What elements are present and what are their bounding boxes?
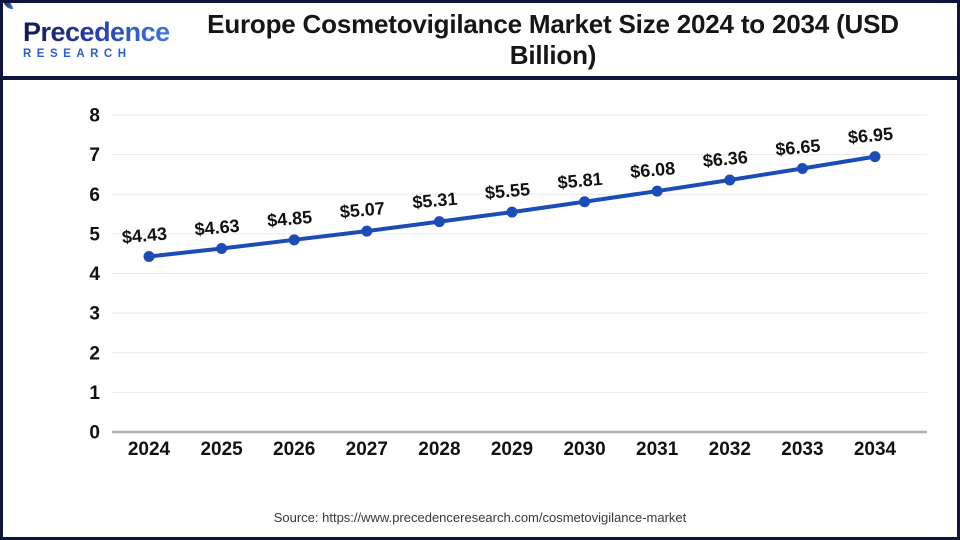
svg-text:0: 0: [89, 423, 100, 444]
logo-subtext: RESEARCH: [23, 47, 132, 60]
svg-text:$6.36: $6.36: [702, 147, 749, 171]
svg-text:2031: 2031: [636, 439, 679, 460]
svg-text:$4.63: $4.63: [194, 216, 241, 240]
svg-text:2028: 2028: [418, 439, 460, 460]
svg-text:$6.95: $6.95: [847, 124, 894, 148]
svg-text:2027: 2027: [346, 439, 388, 460]
svg-text:$5.81: $5.81: [557, 169, 604, 193]
svg-text:$4.85: $4.85: [266, 207, 313, 231]
svg-text:$5.31: $5.31: [412, 189, 459, 213]
svg-text:2029: 2029: [491, 439, 533, 460]
source-text: Source: https://www.precedenceresearch.c…: [273, 509, 687, 525]
svg-text:2025: 2025: [200, 439, 243, 460]
svg-text:7: 7: [89, 145, 100, 166]
svg-text:2034: 2034: [854, 439, 897, 460]
line-chart: 0 1 2 3 4 5 6 7 8 2024 2025 2026 2027 2028 2029 2030 203…: [89, 106, 927, 460]
leaf-icon: [3, 3, 14, 11]
svg-text:8: 8: [89, 106, 100, 127]
footer: Source: https://www.precedenceresearch.c…: [3, 501, 957, 533]
svg-text:2030: 2030: [563, 439, 605, 460]
svg-text:$6.65: $6.65: [775, 136, 822, 160]
logo-wordmark: Precedence: [23, 16, 170, 47]
svg-text:$5.07: $5.07: [339, 198, 386, 222]
svg-text:6: 6: [89, 185, 100, 206]
svg-text:$5.55: $5.55: [484, 179, 531, 203]
svg-text:3: 3: [89, 304, 100, 325]
header: Precedence RESEARCH Europe Cosmetovigila…: [3, 3, 957, 80]
svg-text:$6.08: $6.08: [629, 158, 676, 182]
svg-text:5: 5: [89, 224, 100, 245]
svg-text:2026: 2026: [273, 439, 315, 460]
svg-text:2033: 2033: [781, 439, 823, 460]
chart-area: 0 1 2 3 4 5 6 7 8 2024 2025 2026 2027 2028 2029 2030 203…: [3, 80, 957, 501]
svg-text:1: 1: [89, 383, 100, 404]
brand-logo: Precedence RESEARCH: [3, 3, 173, 61]
svg-text:2032: 2032: [709, 439, 751, 460]
svg-text:2: 2: [89, 343, 100, 364]
page-title: Europe Cosmetovigilance Market Size 2024…: [207, 8, 899, 70]
svg-text:2024: 2024: [128, 439, 171, 460]
svg-text:$4.43: $4.43: [121, 224, 168, 248]
svg-text:4: 4: [89, 264, 100, 285]
